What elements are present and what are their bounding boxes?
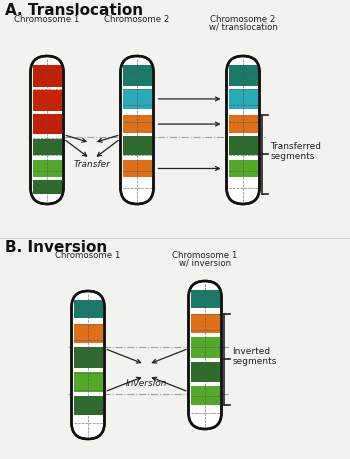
FancyBboxPatch shape [71,291,105,439]
Bar [122,160,152,177]
Text: Transferred: Transferred [271,142,322,151]
Text: Chromosome 2: Chromosome 2 [104,15,170,24]
Bar [190,337,219,358]
Text: Chromosome 1: Chromosome 1 [14,15,80,24]
Bar [74,396,103,415]
Bar [122,115,152,133]
Bar [229,89,258,109]
Bar [229,115,258,133]
FancyBboxPatch shape [226,56,259,204]
Bar [33,65,62,87]
FancyBboxPatch shape [189,281,222,429]
Bar [190,386,219,405]
Bar [33,180,62,194]
Text: B. Inversion: B. Inversion [5,240,107,255]
Bar [74,372,103,392]
Text: Transfer: Transfer [74,160,111,168]
Bar [33,114,62,134]
Text: A. Translocation: A. Translocation [5,3,143,18]
Text: w/ translocation: w/ translocation [209,22,278,31]
Bar [190,313,219,333]
Bar [33,139,62,155]
Bar [122,89,152,109]
Bar [229,136,258,155]
Bar [190,363,219,381]
Text: Chromosome 1: Chromosome 1 [172,251,238,260]
Bar [229,160,258,177]
Bar [190,290,219,308]
Bar [33,160,62,177]
Text: segments: segments [232,358,277,366]
Text: Inversion: Inversion [126,379,167,388]
Bar [122,65,152,85]
Bar [74,300,103,318]
Text: Chromosome 1: Chromosome 1 [55,251,121,260]
Text: Chromosome 2: Chromosome 2 [210,15,276,24]
Bar [74,347,103,368]
Text: w/ inversion: w/ inversion [179,258,231,267]
Bar [33,90,62,111]
Bar [74,324,103,343]
Bar [122,136,152,155]
Text: segments: segments [271,152,315,162]
Text: Inverted: Inverted [232,347,271,357]
FancyBboxPatch shape [30,56,63,204]
Bar [229,65,258,85]
FancyBboxPatch shape [120,56,154,204]
